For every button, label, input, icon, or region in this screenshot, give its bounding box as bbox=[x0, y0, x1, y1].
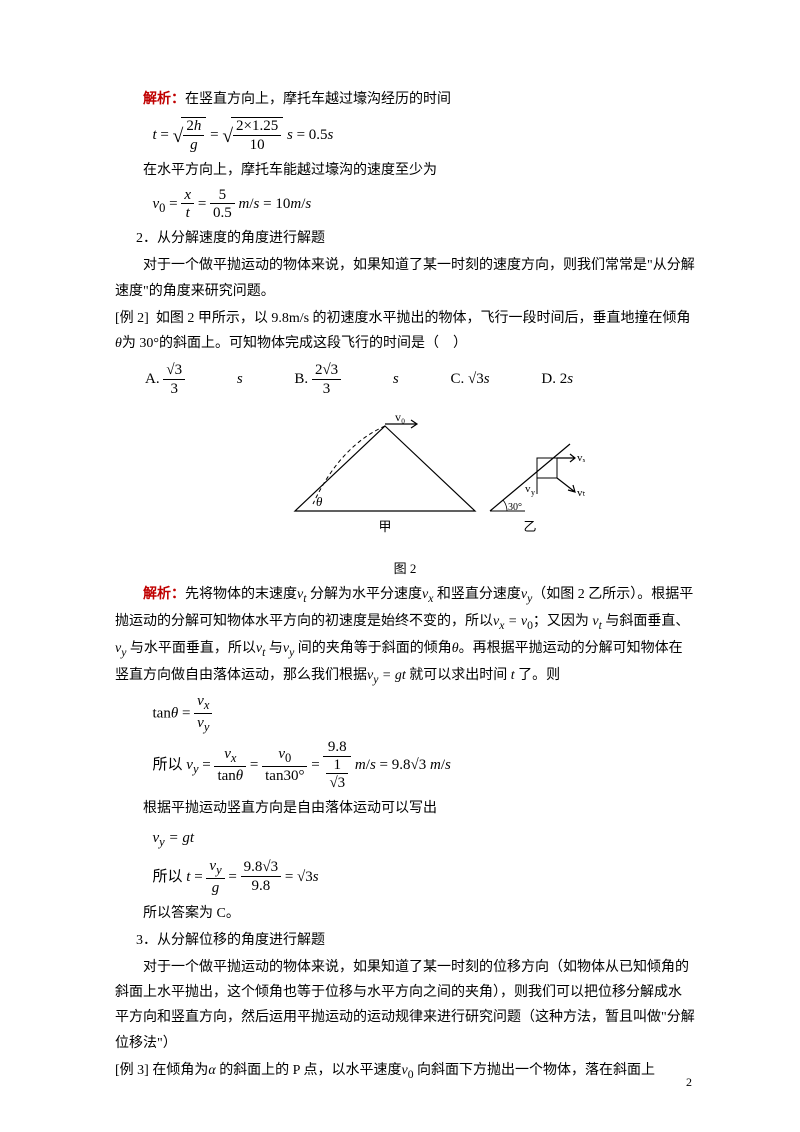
equation-t-final: 所以 t = vyg = 9.8√39.8 = √3s bbox=[153, 858, 696, 897]
equation-tan: tanθ = vxvy bbox=[153, 693, 696, 735]
section-2-para: 对于一个做平抛运动的物体来说，如果知道了某一时刻的速度方向，则我们常常是"从分解… bbox=[115, 253, 695, 303]
svg-text:y: y bbox=[531, 488, 535, 497]
section-3-para: 对于一个做平抛运动的物体来说，如果知道了某一时刻的位移方向（如物体从已知倾角的斜… bbox=[115, 955, 695, 1056]
eq6-label: 所以 bbox=[153, 869, 183, 885]
option-b: B. 2√33 s bbox=[294, 371, 422, 387]
equation-vy-gt: vy = gt bbox=[153, 825, 696, 854]
svg-text:v₀: v₀ bbox=[395, 410, 405, 424]
equation-vy: 所以 vy = vxtanθ = v0tan30° = 9.81√3 m/s =… bbox=[153, 739, 696, 792]
svg-text:vₓ: vₓ bbox=[577, 452, 585, 464]
horizontal-intro: 在水平方向上，摩托车能越过壕沟的速度至少为 bbox=[115, 158, 695, 183]
solution-label: 解析： bbox=[143, 92, 185, 107]
eq4-label: 所以 bbox=[153, 757, 183, 773]
example-2: [例 2] 如图 2 甲所示，以 9.8m/s 的初速度水平抛出的物体，飞行一段… bbox=[115, 306, 695, 356]
mc-options: A. √33 s B. 2√33 s C. √3s D. 2s bbox=[145, 362, 695, 398]
svg-text:θ: θ bbox=[316, 494, 323, 509]
freefall-intro: 根据平抛运动竖直方向是自由落体运动可以写出 bbox=[115, 796, 695, 821]
solution-2: 解析：先将物体的末速度vt 分解为水平分速度vx 和竖直分速度vy（如图 2 乙… bbox=[115, 582, 695, 689]
figure-2: θv₀甲30°vₓvyvₜ乙 bbox=[115, 406, 695, 555]
eq6-body: t = vyg = 9.8√39.8 = √3s bbox=[186, 869, 318, 885]
equation-v0: v0 = xt = 50.5 m/s = 10m/s bbox=[153, 187, 696, 223]
svg-text:30°: 30° bbox=[508, 502, 522, 513]
page-number: 2 bbox=[686, 1072, 692, 1094]
section-3-title: 3．从分解位移的角度进行解题 bbox=[115, 928, 695, 953]
option-c: C. √3s bbox=[451, 371, 514, 387]
example-3: [例 3] 在倾角为α 的斜面上的 P 点，以水平速度v0 向斜面下方抛出一个物… bbox=[115, 1058, 695, 1085]
figure-2-svg: θv₀甲30°vₓvyvₜ乙 bbox=[225, 406, 585, 546]
solution-1-text: 在竖直方向上，摩托车越过壕沟经历的时间 bbox=[185, 92, 451, 107]
physics-page: 解析：在竖直方向上，摩托车越过壕沟经历的时间 t = 2hg = 2×1.251… bbox=[0, 0, 800, 1132]
equation-t: t = 2hg = 2×1.2510 s = 0.5s bbox=[153, 116, 696, 153]
solution-2-text: 先将物体的末速度vt 分解为水平分速度vx 和竖直分速度vy（如图 2 乙所示）… bbox=[115, 587, 693, 682]
option-a: A. √33 s bbox=[145, 371, 267, 387]
solution-1-intro: 解析：在竖直方向上，摩托车越过壕沟经历的时间 bbox=[115, 87, 695, 112]
svg-text:vₜ: vₜ bbox=[577, 487, 585, 499]
solution-2-label: 解析： bbox=[143, 587, 185, 602]
svg-text:甲: 甲 bbox=[378, 519, 391, 534]
svg-text:乙: 乙 bbox=[523, 519, 536, 534]
section-2-title: 2．从分解速度的角度进行解题 bbox=[115, 226, 695, 251]
eq4-body: vy = vxtanθ = v0tan30° = 9.81√3 m/s = 9.… bbox=[186, 757, 451, 773]
figure-2-caption: 图 2 bbox=[115, 557, 695, 580]
answer: 所以答案为 C。 bbox=[115, 901, 695, 926]
option-d: D. 2s bbox=[541, 371, 597, 387]
